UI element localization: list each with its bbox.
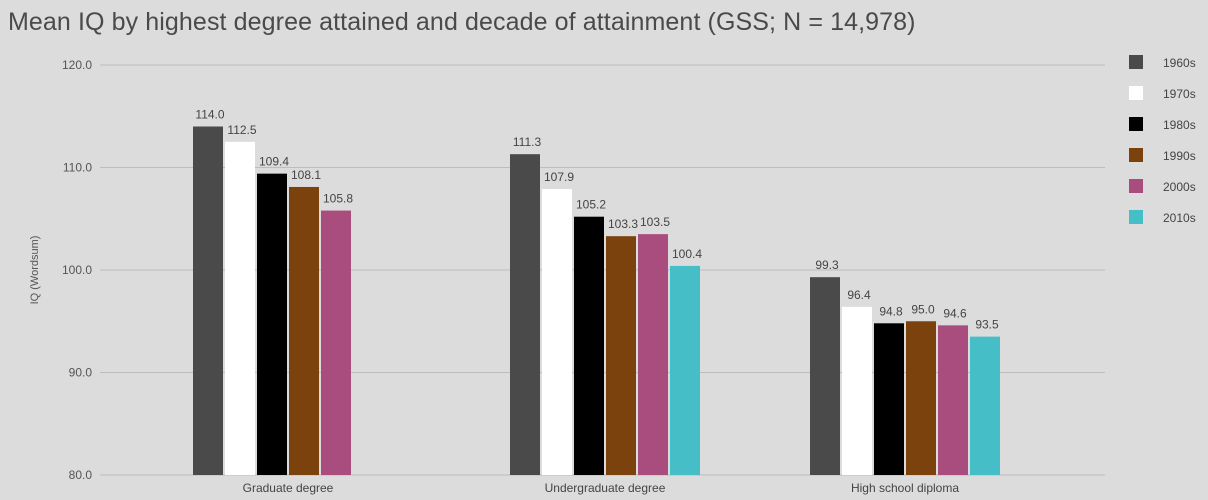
bar-1970s-1 xyxy=(542,189,572,475)
chart-title: Mean IQ by highest degree attained and d… xyxy=(8,8,916,36)
data-label: 94.8 xyxy=(879,304,903,318)
legend-swatch-2000s xyxy=(1129,179,1143,193)
bar-1980s-1 xyxy=(574,216,604,475)
y-tick-label: 110.0 xyxy=(63,161,92,175)
data-label: 108.1 xyxy=(291,168,321,182)
category-label: Undergraduate degree xyxy=(545,481,666,495)
bar-1980s-2 xyxy=(874,323,904,475)
y-axis-title: IQ (Wordsum) xyxy=(29,236,41,305)
legend: 1960s 1970s 1980s 1990s 2000s 2010s xyxy=(1129,55,1196,225)
category-label: High school diploma xyxy=(851,481,959,495)
bar-1990s-1 xyxy=(606,236,636,475)
bar-2000s-0 xyxy=(321,210,351,476)
bar-2010s-1 xyxy=(670,265,700,475)
bar-1960s-2 xyxy=(810,277,840,475)
legend-label: 1980s xyxy=(1163,118,1196,132)
bar-1990s-0 xyxy=(289,186,319,475)
bar-1970s-0 xyxy=(225,141,255,475)
legend-label: 1990s xyxy=(1163,149,1196,163)
data-label: 103.3 xyxy=(608,217,638,231)
data-label: 96.4 xyxy=(847,288,871,302)
category-label: Graduate degree xyxy=(243,481,334,495)
data-label: 93.5 xyxy=(975,318,999,332)
bar-2000s-2 xyxy=(938,325,968,475)
data-label: 103.5 xyxy=(640,215,670,229)
y-tick-label: 120.0 xyxy=(62,58,92,72)
legend-label: 1970s xyxy=(1163,87,1196,101)
data-label: 105.2 xyxy=(576,198,606,212)
legend-swatch-1980s xyxy=(1129,117,1143,131)
y-tick-label: 80.0 xyxy=(69,468,93,482)
bar-1960s-0 xyxy=(193,126,223,475)
data-label: 94.6 xyxy=(943,306,967,320)
bar-1980s-0 xyxy=(257,173,287,475)
data-label: 105.8 xyxy=(323,192,353,206)
legend-swatch-2010s xyxy=(1129,210,1143,224)
data-label: 99.3 xyxy=(815,258,839,272)
data-label: 95.0 xyxy=(911,302,935,316)
bar-1970s-2 xyxy=(842,306,872,475)
data-label: 112.5 xyxy=(227,123,256,137)
bar-1960s-1 xyxy=(510,154,540,476)
bar-2000s-1 xyxy=(638,234,668,475)
legend-label: 1960s xyxy=(1163,56,1196,70)
legend-swatch-1970s xyxy=(1129,86,1143,100)
data-label: 100.4 xyxy=(672,247,702,261)
legend-label: 2010s xyxy=(1163,211,1196,225)
bars xyxy=(193,126,1000,476)
data-label: 109.4 xyxy=(259,155,289,169)
data-label: 114.0 xyxy=(195,108,224,122)
legend-swatch-1960s xyxy=(1129,55,1143,69)
legend-label: 2000s xyxy=(1163,180,1196,194)
y-tick-label: 90.0 xyxy=(69,366,93,380)
legend-swatch-1990s xyxy=(1129,148,1143,162)
bar-1990s-2 xyxy=(906,321,936,475)
data-label: 107.9 xyxy=(544,170,574,184)
y-tick-label: 100.0 xyxy=(62,263,92,277)
data-label: 111.3 xyxy=(513,135,542,149)
bar-2010s-2 xyxy=(970,336,1000,475)
